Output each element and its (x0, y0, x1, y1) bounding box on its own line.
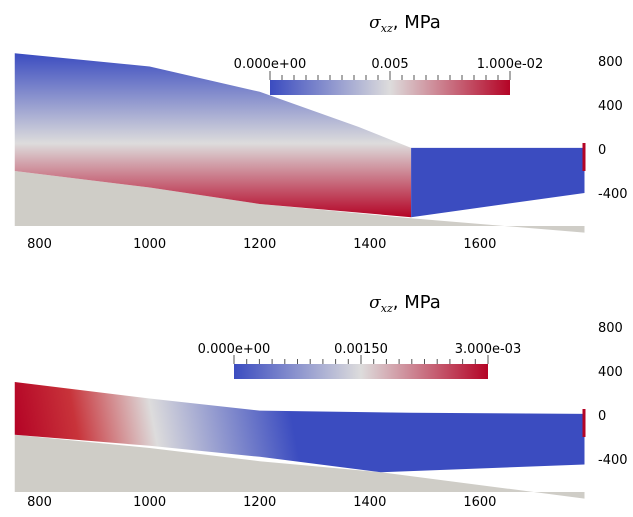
x-tick-label: 1600 (463, 495, 496, 510)
x-tick-label: 800 (27, 495, 52, 510)
x-tick-label: 1200 (243, 495, 276, 510)
y-tick-label: -400 (598, 187, 628, 202)
stress-panel-top: 0.000e+00 0.005 1.000e-02 σxz, MPa 800 1000 12… (0, 0, 633, 258)
stress-field (14, 382, 585, 473)
colorbar-label: 0.000e+00 (198, 342, 271, 357)
x-tick-label: 1000 (133, 495, 166, 510)
y-tick-label: 0 (598, 409, 606, 424)
y-tick-label: 400 (598, 99, 623, 114)
colorbar-label: 1.000e-02 (477, 57, 543, 72)
stress-field-right (411, 147, 585, 218)
stress-field-wedge (14, 53, 412, 218)
x-tick-label: 800 (27, 237, 52, 252)
x-tick-label: 1000 (133, 237, 166, 252)
chart-svg-2: 0.000e+00 0.00150 3.000e-03 σxz, MPa 800 1000… (14, 292, 628, 510)
y-tick-label: 800 (598, 321, 623, 336)
colorbar (270, 80, 510, 95)
colorbar (234, 364, 488, 379)
colorbar-label: 0.005 (371, 57, 408, 72)
y-tick-label: 400 (598, 365, 623, 380)
x-tick-label: 1400 (353, 237, 386, 252)
chart-title: σxz, MPa (369, 12, 441, 35)
colorbar-label: 0.000e+00 (234, 57, 307, 72)
base-surface (14, 434, 585, 499)
edge-sliver (582, 409, 586, 437)
edge-sliver (582, 143, 586, 171)
x-tick-label: 1200 (243, 237, 276, 252)
x-tick-label: 1400 (353, 495, 386, 510)
chart-title: σxz, MPa (369, 292, 441, 315)
stress-panel-bottom: 0.000e+00 0.00150 3.000e-03 σxz, MPa 800 1000… (0, 258, 633, 517)
base-surface (14, 171, 585, 233)
chart-svg-1: 0.000e+00 0.005 1.000e-02 σxz, MPa 800 1000 12… (14, 12, 628, 252)
colorbar-label: 3.000e-03 (455, 342, 521, 357)
y-tick-label: 800 (598, 55, 623, 70)
y-tick-label: 0 (598, 143, 606, 158)
x-tick-label: 1600 (463, 237, 496, 252)
colorbar-label: 0.00150 (334, 342, 388, 357)
y-tick-label: -400 (598, 453, 628, 468)
